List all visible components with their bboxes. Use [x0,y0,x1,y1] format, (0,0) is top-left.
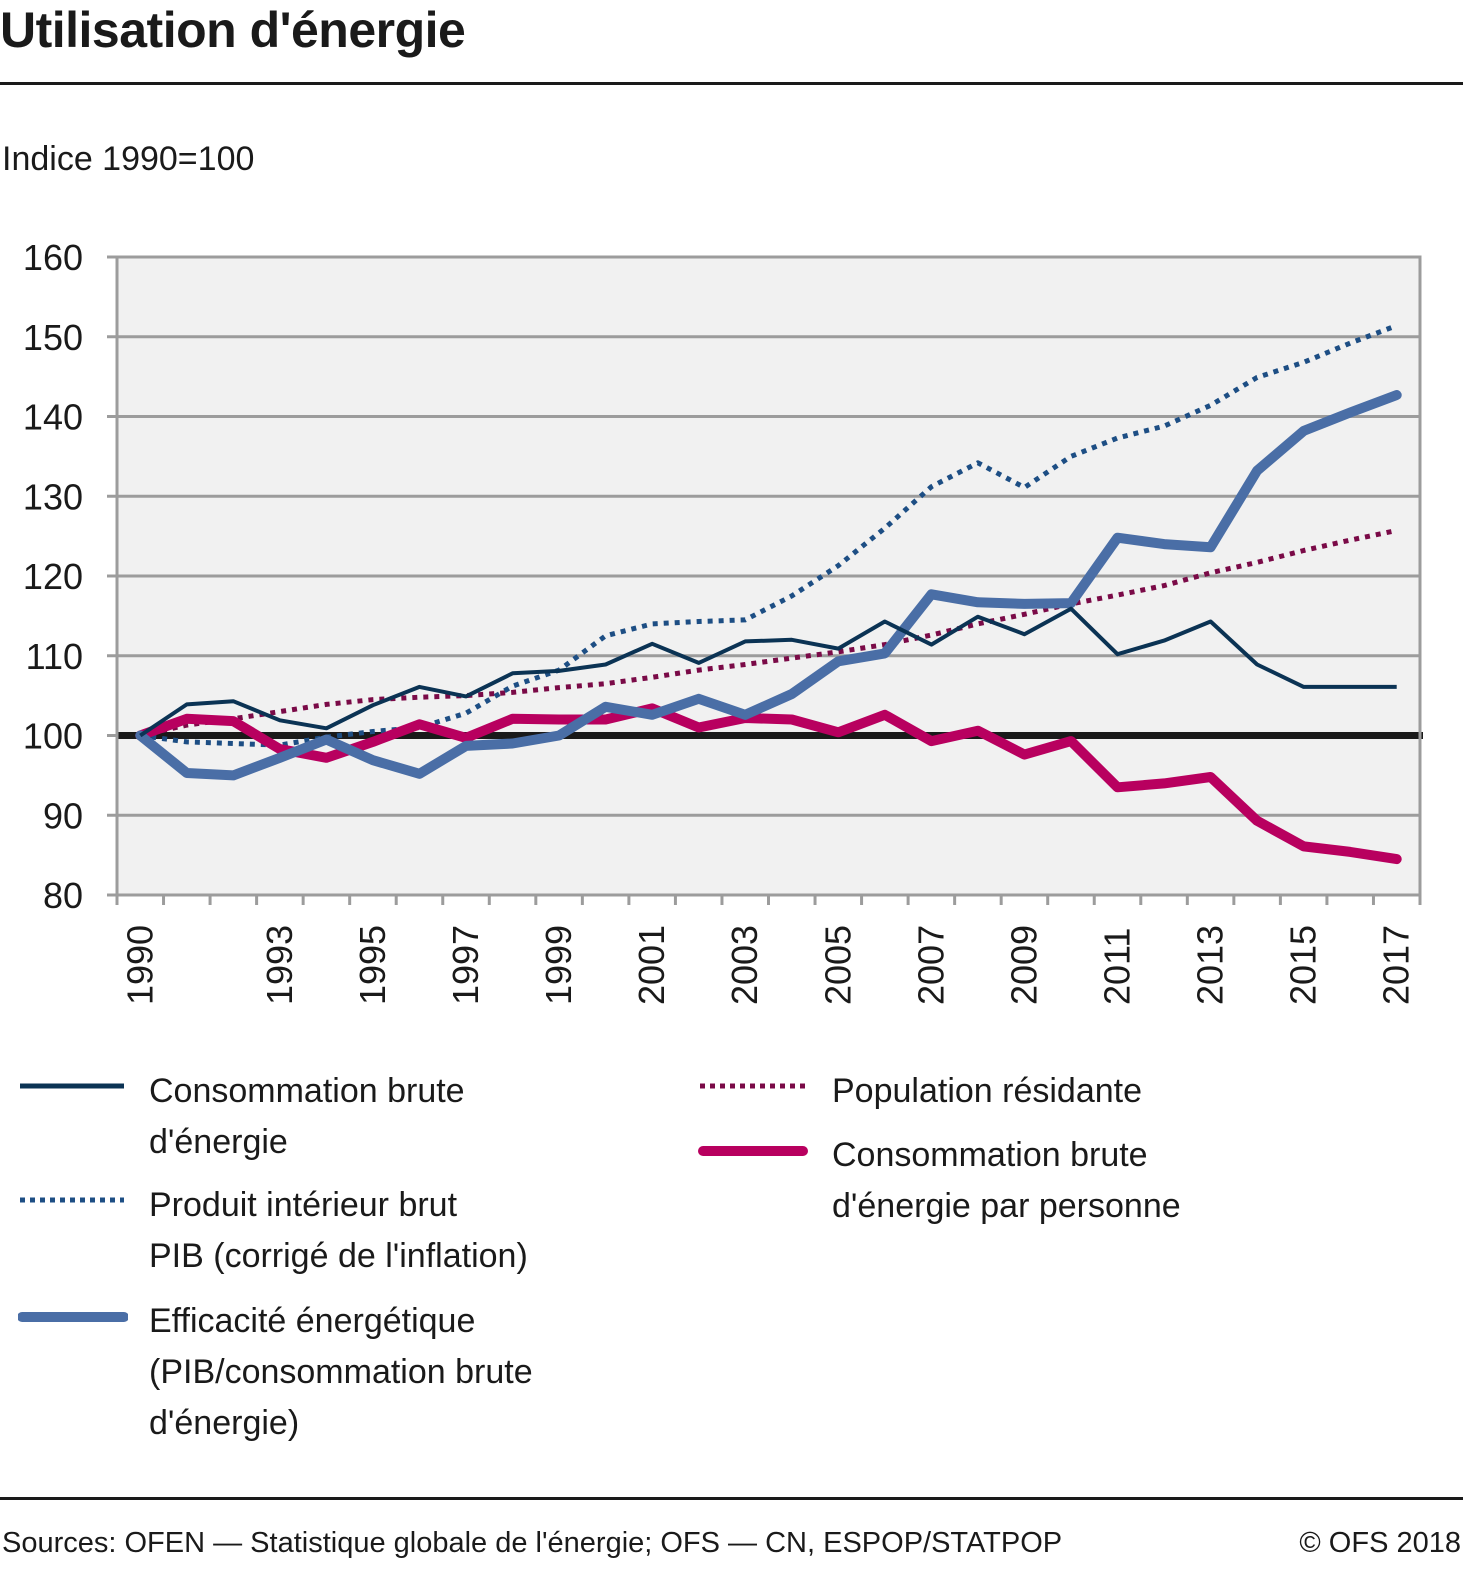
title-divider [0,82,1463,85]
copyright-note: © OFS 2018 [1299,1527,1461,1559]
legend-label: Consommation brute d'énergie [149,1072,465,1161]
x-tick-label: 1997 [445,925,486,1005]
y-tick-label: 140 [23,397,83,438]
legend-swatch-solid-thick [698,1130,808,1160]
legend-item-population: Population résidante [698,1066,1142,1117]
legend-swatch-solid-thick [17,1296,129,1326]
legend-swatch-dotted [18,1180,128,1210]
legend-label: Produit intérieur brut PIB (corrigé de l… [149,1186,528,1275]
legend-label: Population résidante [832,1072,1143,1110]
plot-frame [115,255,1422,897]
x-tick-label: 2007 [910,925,951,1005]
y-tick-label: 80 [43,875,83,916]
x-tick-label: 2009 [1003,925,1044,1005]
y-tick-label: 100 [23,716,83,757]
footer-divider [0,1497,1463,1500]
x-tick-label: 1995 [352,925,393,1005]
chart-subtitle: Indice 1990=100 [2,140,255,178]
x-tick-label: 2017 [1376,925,1417,1005]
series-line-consommation [139,606,1397,738]
y-tick-label: 150 [23,317,83,358]
x-tick-label: 2003 [724,925,765,1005]
y-tick-label: 90 [43,795,83,836]
legend-swatch-solid-thin [18,1066,128,1096]
legend-item-efficacite: Efficacité énergétique (PIB/consommation… [17,1296,533,1449]
x-tick-label: 2005 [817,925,858,1005]
x-tick-label: 1993 [259,925,300,1005]
legend-swatch-dotted [698,1066,808,1096]
legend-item-pib: Produit intérieur brut PIB (corrigé de l… [18,1180,528,1282]
legend-item-consommation: Consommation brute d'énergie [18,1066,465,1168]
y-tick-label: 130 [23,476,83,517]
series-line-pib [139,323,1398,748]
x-tick-label: 2015 [1283,925,1324,1005]
source-note: Sources: OFEN — Statistique globale de l… [2,1527,1063,1559]
y-tick-label: 160 [23,237,83,278]
x-tick-label: 1990 [119,925,160,1005]
series-line-efficacite [135,390,1402,781]
x-tick-label: 2001 [631,925,672,1005]
x-tick-label: 2013 [1190,925,1231,1005]
y-axis-ticks: 160 150 140 130 120 110 100 90 80 [23,237,117,916]
chart-title: Utilisation d'énergie [0,2,466,58]
x-tick-label: 1999 [538,925,579,1005]
x-tick-label: 2011 [1097,928,1138,1005]
series-lines [135,323,1402,865]
legend-label: Efficacité énergétique (PIB/consommation… [149,1302,533,1442]
legend-label: Consommation brute d'énergie par personn… [832,1136,1181,1225]
series-line-population [139,528,1398,738]
legend-item-par-personne: Consommation brute d'énergie par personn… [698,1130,1181,1232]
y-tick-label: 110 [26,636,83,677]
x-axis-ticks: 1990 1993 1995 1997 1999 2001 2003 2005 2007 2009… [115,895,1422,1005]
y-tick-label: 120 [23,556,83,597]
